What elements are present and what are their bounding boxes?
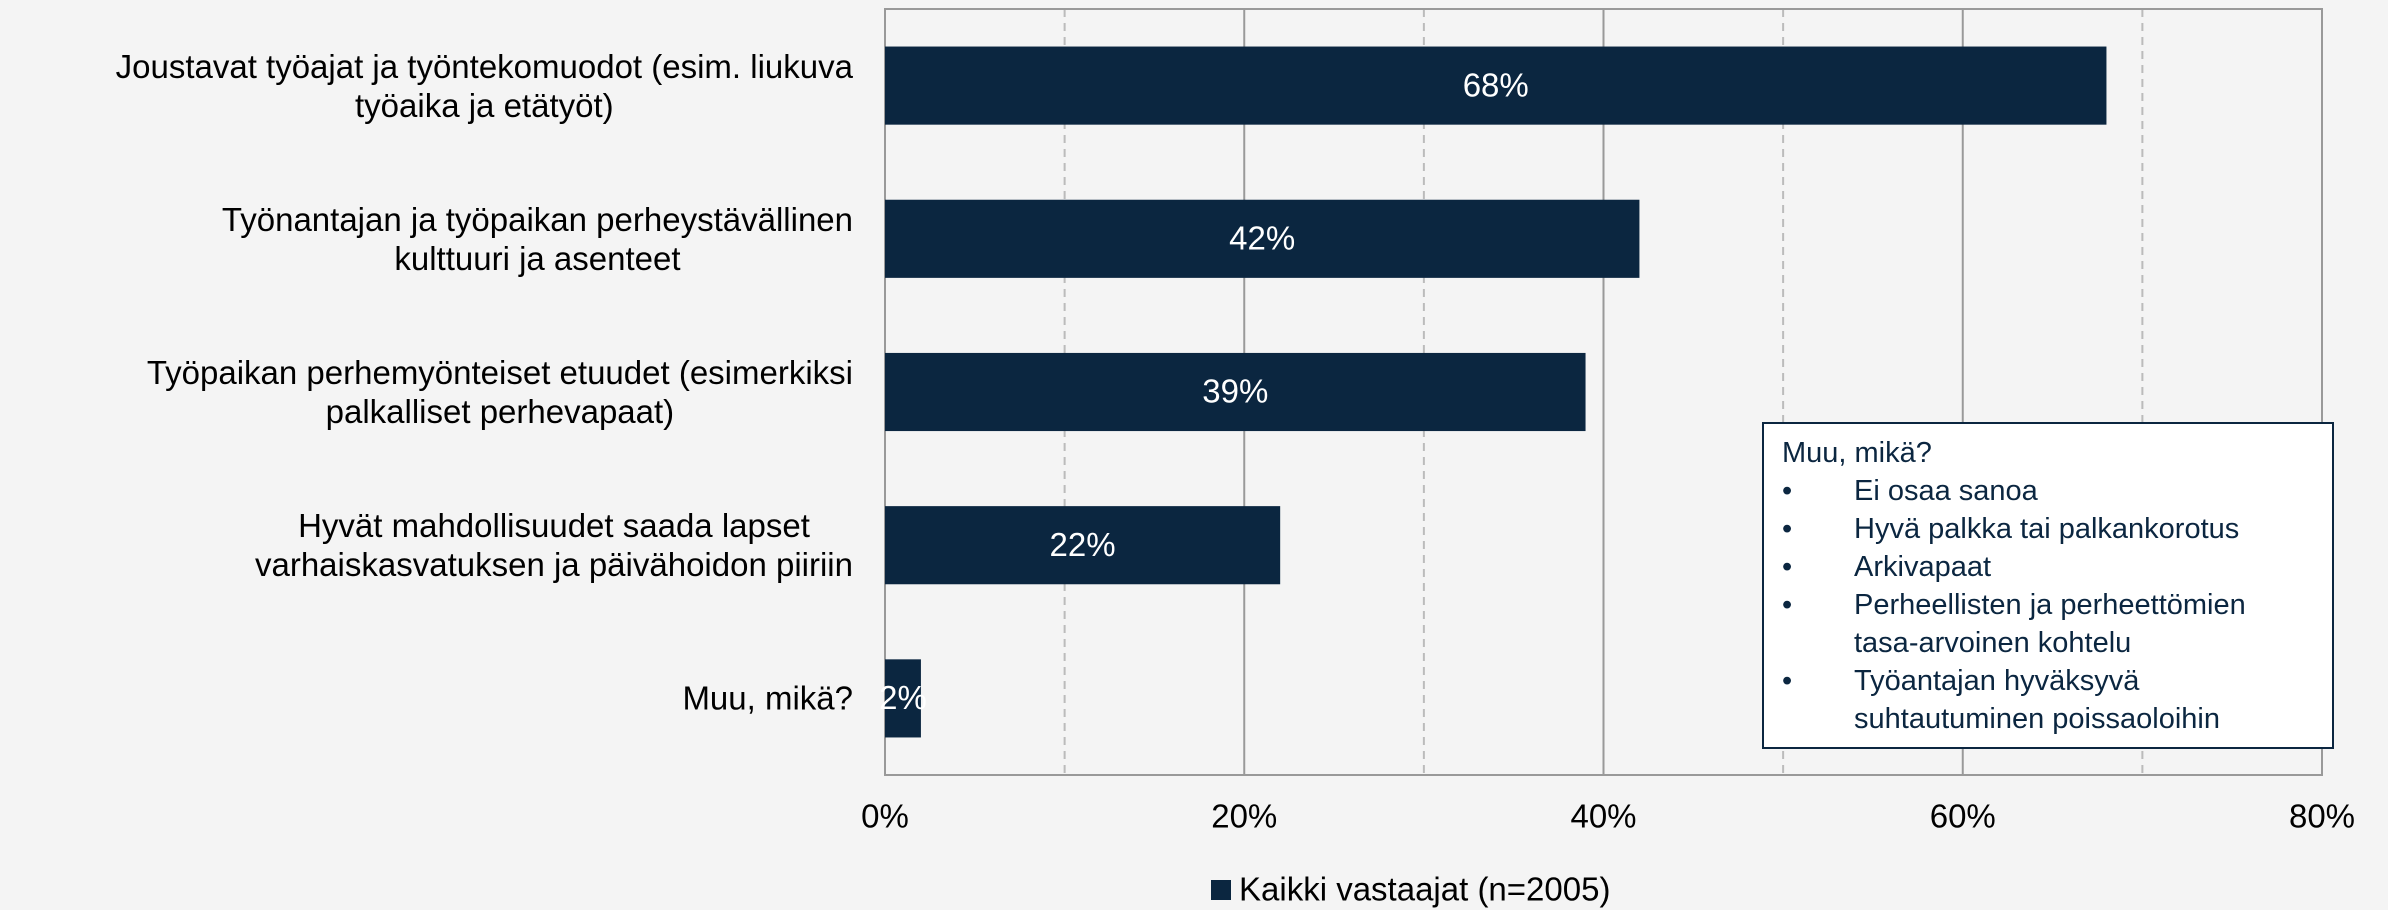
annotation-box: Muu, mikä? Ei osaa sanoaHyvä palkka tai … [1762, 422, 2334, 749]
annotation-item: Ei osaa sanoa [1782, 472, 2314, 510]
category-label: Työnantajan ja työpaikan perheystävällin… [221, 200, 853, 277]
bar [885, 46, 2107, 125]
bar [885, 352, 1586, 432]
value-label: 39% [1202, 373, 1268, 410]
value-label: 22% [1050, 526, 1116, 563]
value-label: 68% [1463, 66, 1529, 103]
bar [885, 199, 1640, 278]
category-label: Joustavat työajat ja työntekomuodot (esi… [115, 47, 853, 124]
category-label: Muu, mikä? [682, 679, 853, 717]
value-label: 2% [879, 679, 927, 716]
x-tick-label: 20% [1211, 798, 1277, 835]
legend-label: Kaikki vastaajat (n=2005) [1239, 871, 1610, 908]
x-tick-label: 0% [861, 798, 909, 835]
x-tick-label: 40% [1570, 798, 1636, 835]
category-label: Työpaikan perhemyönteiset etuudet (esime… [146, 354, 853, 430]
annotation-item: Hyvä palkka tai palkankorotus [1782, 510, 2314, 548]
value-label: 42% [1229, 220, 1295, 257]
category-label: Hyvät mahdollisuudet saada lapset varhai… [254, 507, 853, 584]
x-tick-label: 60% [1930, 798, 1996, 835]
annotation-title: Muu, mikä? [1782, 437, 1932, 469]
annotation-item: Työantajan hyväksyvä suhtautuminen poiss… [1782, 662, 2314, 738]
bar [885, 506, 1281, 585]
annotation-item: Perheellisten ja perheettömien tasa-arvo… [1782, 586, 2314, 662]
x-tick-label: 80% [2289, 798, 2355, 835]
legend-swatch [1211, 880, 1231, 900]
bar [885, 659, 921, 738]
annotation-item: Arkivapaat [1782, 548, 2314, 586]
